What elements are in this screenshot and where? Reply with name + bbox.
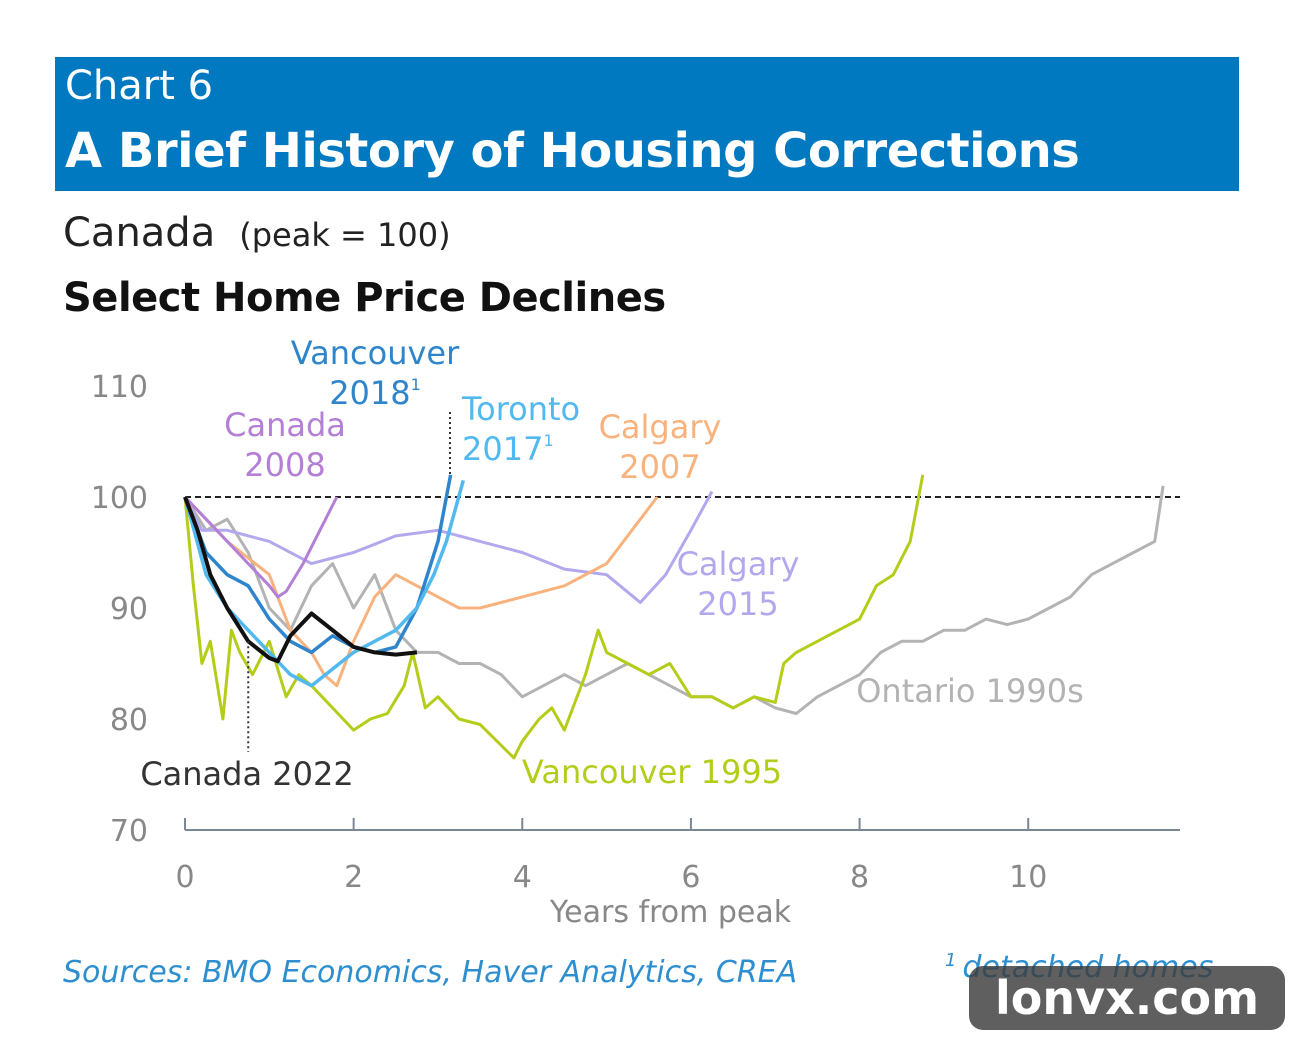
series-label-calgary-2015: Calgary xyxy=(677,545,800,583)
series-line-calgary-2015 xyxy=(183,490,714,604)
subtitle-region: Canada xyxy=(63,210,216,256)
x-tick-label: 6 xyxy=(681,860,700,895)
sources-note: Sources: BMO Economics, Haver Analytics,… xyxy=(63,955,798,990)
subtitle-note: (peak = 100) xyxy=(239,216,451,254)
series-label-canada-2008: 2008 xyxy=(244,446,325,484)
chart-title: A Brief History of Housing Corrections xyxy=(65,123,1080,179)
chart-number: Chart 6 xyxy=(65,63,214,109)
chart-subtitle: Select Home Price Declines xyxy=(63,275,666,321)
y-tick-label: 100 xyxy=(91,481,148,516)
series-label-calgary-2007: Calgary xyxy=(599,408,722,446)
footnote-mark: 1 xyxy=(945,950,957,971)
subtitle: Canada (peak = 100) xyxy=(63,210,451,256)
series-label-vancouver-2018: 20181 xyxy=(329,374,421,412)
series-line-calgary-2007 xyxy=(183,495,659,688)
x-tick-label: 8 xyxy=(850,860,869,895)
series-line-canada-2008 xyxy=(183,495,339,599)
x-tick-label: 4 xyxy=(513,860,532,895)
series-label-toronto-2017: Toronto xyxy=(461,390,580,428)
series-footnote-mark: 1 xyxy=(543,431,553,450)
series-label-ontario-1990s: Ontario 1990s xyxy=(856,672,1084,710)
series-line-ontario-1990s xyxy=(183,485,1165,715)
y-tick-label: 70 xyxy=(110,814,148,849)
title-banner: Chart 6 A Brief History of Housing Corre… xyxy=(55,57,1239,191)
series-label-calgary-2015: 2015 xyxy=(697,585,778,623)
watermark: lonvx.com xyxy=(969,966,1285,1030)
series-label-canada-2008: Canada xyxy=(224,406,346,444)
series-line-vancouver-1995 xyxy=(183,474,925,760)
series-label-vancouver-1995: Vancouver 1995 xyxy=(522,753,782,791)
series-label-vancouver-2018: Vancouver xyxy=(291,334,460,372)
y-tick-label: 110 xyxy=(91,370,148,405)
y-tick-label: 80 xyxy=(110,703,148,738)
y-tick-label: 90 xyxy=(110,592,148,627)
series-label-canada-2022: Canada 2022 xyxy=(140,755,353,793)
x-tick-label: 0 xyxy=(175,860,194,895)
series-footnote-mark: 1 xyxy=(411,375,421,394)
series-line-toronto-2017 xyxy=(183,479,465,688)
series-label-calgary-2007: 2007 xyxy=(619,448,700,486)
series-label-toronto-2017: 20171 xyxy=(462,430,554,468)
x-axis-title: Years from peak xyxy=(549,895,792,930)
series-line-canada-2022 xyxy=(183,496,418,664)
x-tick-label: 2 xyxy=(344,860,363,895)
series-line-vancouver-2018 xyxy=(183,474,453,655)
x-tick-label: 10 xyxy=(1009,860,1047,895)
